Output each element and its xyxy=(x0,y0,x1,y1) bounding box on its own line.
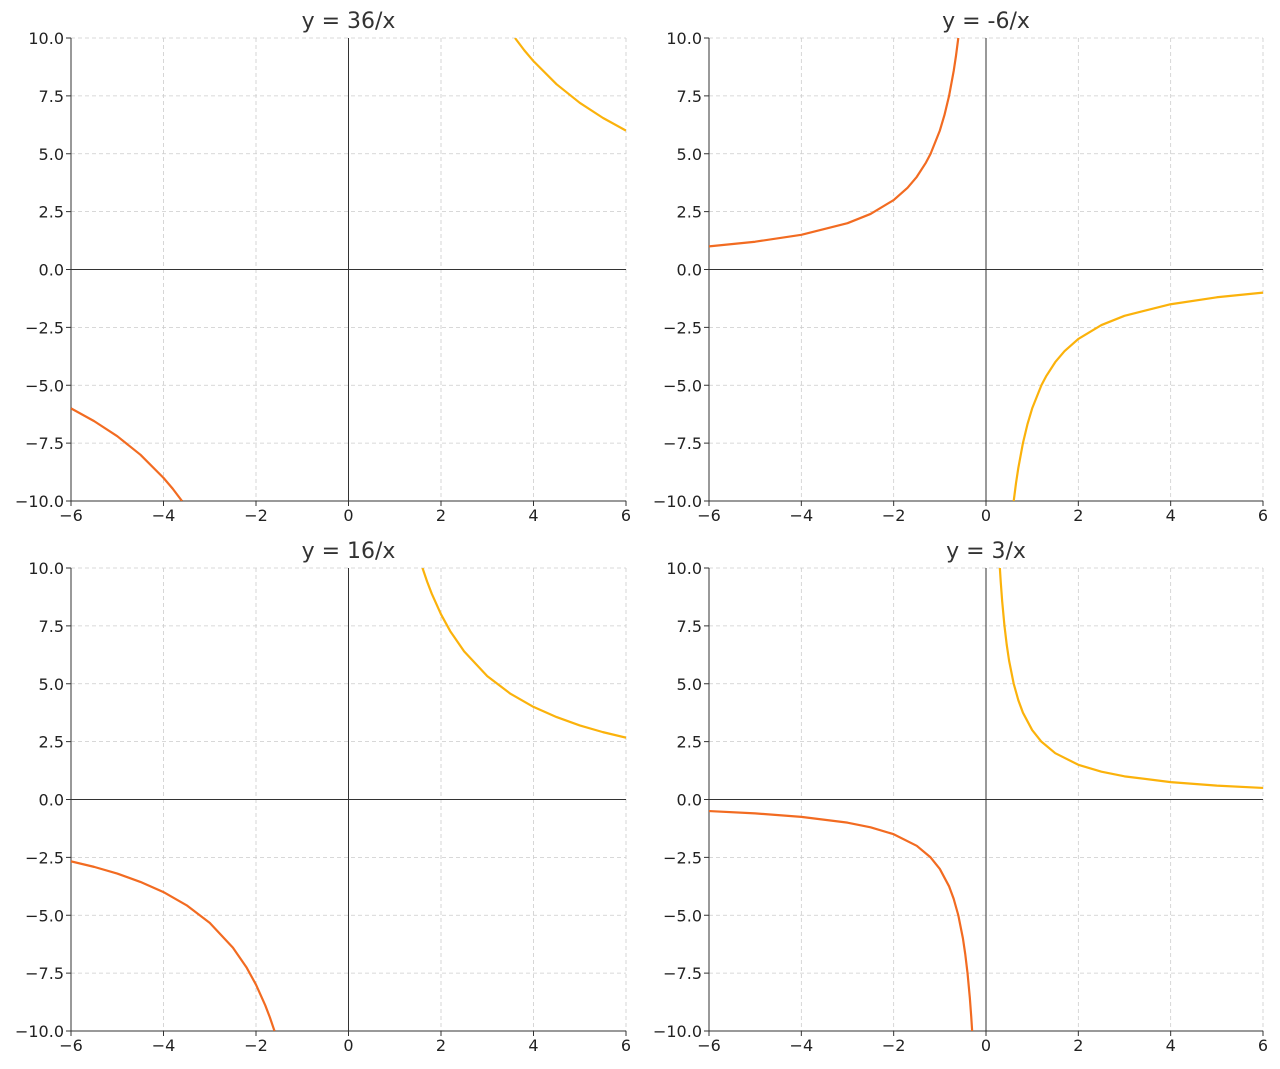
x-tick-label: −4 xyxy=(152,506,176,525)
curve xyxy=(709,809,974,1031)
curve xyxy=(1012,291,1263,501)
y-tick-label: −2.5 xyxy=(25,848,64,867)
x-tick-label: 6 xyxy=(621,1036,631,1055)
x-tick-label: −6 xyxy=(697,1036,721,1055)
y-tick-label: 5.0 xyxy=(39,145,64,164)
x-tick-label: −2 xyxy=(244,1036,268,1055)
x-tick-label: 6 xyxy=(621,506,631,525)
y-tick-label: 7.5 xyxy=(677,617,702,636)
chart-title: y = -6/x xyxy=(942,9,1030,34)
y-tick-label: −7.5 xyxy=(663,434,702,453)
y-tick-label: 5.0 xyxy=(39,675,64,694)
y-tick-label: −2.5 xyxy=(663,318,702,337)
curve xyxy=(71,407,183,501)
y-tick-label: −10.0 xyxy=(653,1022,702,1041)
x-tick-label: 4 xyxy=(528,506,538,525)
x-tick-label: −4 xyxy=(152,1036,176,1055)
x-tick-label: 4 xyxy=(528,1036,538,1055)
x-tick-label: 0 xyxy=(343,1036,353,1055)
curve xyxy=(514,38,626,132)
y-tick-label: −10.0 xyxy=(15,492,64,511)
y-tick-label: 10.0 xyxy=(666,559,702,578)
chart-title: y = 36/x xyxy=(302,9,396,34)
y-tick-label: −10.0 xyxy=(15,1022,64,1041)
subplot: y = 3/x −10.0 −7.5 −5.0 −2.5 0.0 2.5 5.0 7.5 10.0… xyxy=(653,539,1268,1055)
y-tick-label: 7.5 xyxy=(677,87,702,106)
x-tick-label: −6 xyxy=(697,506,721,525)
y-tick-label: 5.0 xyxy=(677,675,702,694)
y-tick-label: −5.0 xyxy=(25,376,64,395)
x-tick-label: −4 xyxy=(790,1036,814,1055)
x-tick-label: −2 xyxy=(244,506,268,525)
y-tick-label: 7.5 xyxy=(39,87,64,106)
y-tick-label: 10.0 xyxy=(666,29,702,48)
curve xyxy=(709,38,960,248)
subplot: y = 36/x −10.0 −7.5 −5.0 −2.5 0.0 2.5 5.0 7.5 10.… xyxy=(15,9,631,525)
y-tick-label: −7.5 xyxy=(25,434,64,453)
x-tick-label: 2 xyxy=(1073,1036,1083,1055)
x-tick-label: −2 xyxy=(882,506,906,525)
y-tick-label: −5.0 xyxy=(663,906,702,925)
y-tick-label: −2.5 xyxy=(663,848,702,867)
x-tick-label: −6 xyxy=(59,1036,83,1055)
curve xyxy=(71,860,276,1031)
y-tick-label: 0.0 xyxy=(39,791,64,810)
x-tick-label: 2 xyxy=(436,506,446,525)
x-tick-label: 6 xyxy=(1258,1036,1268,1055)
y-tick-label: −5.0 xyxy=(663,376,702,395)
x-tick-label: 0 xyxy=(343,506,353,525)
x-tick-label: −6 xyxy=(59,506,83,525)
x-tick-label: 0 xyxy=(981,1036,991,1055)
y-tick-label: 2.5 xyxy=(677,733,702,752)
x-tick-label: 4 xyxy=(1166,506,1176,525)
x-tick-label: 2 xyxy=(1073,506,1083,525)
y-tick-label: 0.0 xyxy=(677,791,702,810)
x-tick-label: 4 xyxy=(1166,1036,1176,1055)
x-tick-label: −2 xyxy=(882,1036,906,1055)
y-tick-label: −5.0 xyxy=(25,906,64,925)
subplot: y = 16/x −10.0 −7.5 −5.0 −2.5 0.0 2.5 5.0 7.5 10.… xyxy=(15,539,631,1055)
curve xyxy=(421,568,626,739)
y-tick-label: 0.0 xyxy=(39,261,64,280)
subplot: y = -6/x −10.0 −7.5 −5.0 −2.5 0.0 2.5 5.0 7.5 10.… xyxy=(653,9,1268,525)
x-tick-label: 0 xyxy=(981,506,991,525)
y-tick-label: 2.5 xyxy=(677,203,702,222)
y-tick-label: 10.0 xyxy=(28,29,64,48)
x-tick-label: −4 xyxy=(790,506,814,525)
x-tick-label: 2 xyxy=(436,1036,446,1055)
curve xyxy=(998,568,1263,790)
y-tick-label: 5.0 xyxy=(677,145,702,164)
y-tick-label: 10.0 xyxy=(28,559,64,578)
y-tick-label: −7.5 xyxy=(663,964,702,983)
chart-title: y = 16/x xyxy=(302,539,396,564)
x-tick-label: 6 xyxy=(1258,506,1268,525)
y-tick-label: −7.5 xyxy=(25,964,64,983)
y-tick-label: −10.0 xyxy=(653,492,702,511)
y-tick-label: −2.5 xyxy=(25,318,64,337)
y-tick-label: 7.5 xyxy=(39,617,64,636)
y-tick-label: 0.0 xyxy=(677,261,702,280)
chart-title: y = 3/x xyxy=(946,539,1026,564)
y-tick-label: 2.5 xyxy=(39,203,64,222)
y-tick-label: 2.5 xyxy=(39,733,64,752)
